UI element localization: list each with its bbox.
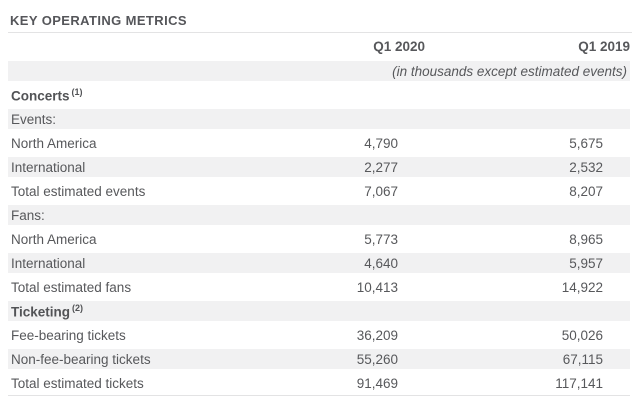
q1-2020-value: 36,209: [356, 327, 398, 343]
q1-2019-value: 117,141: [555, 375, 603, 391]
q1-2020-value: 55,260: [356, 351, 398, 367]
q1-2019-value: 8,207: [569, 183, 603, 199]
q1-2019-value: 50,026: [561, 327, 603, 343]
row-label: International: [11, 255, 86, 271]
subheader-row-fans: Fans:: [8, 203, 630, 227]
row-label: North America: [11, 135, 97, 151]
table-row: International 2,277 2,532: [8, 155, 630, 179]
q1-2020-value: 4,640: [364, 255, 398, 271]
row-label: North America: [11, 231, 97, 247]
q1-2020-value: 7,067: [364, 183, 398, 199]
section-label-text: Ticketing: [11, 304, 71, 320]
q1-2019-value: 5,675: [569, 135, 603, 151]
row-label: Non-fee-bearing tickets: [11, 351, 151, 367]
bottom-divider: [8, 395, 630, 396]
section-row-concerts: Concerts (1): [8, 83, 630, 107]
footnote-ref-2: (2): [72, 302, 84, 313]
section-label: Ticketing (2): [8, 303, 220, 320]
q1-2020-value: 4,790: [364, 135, 398, 151]
q1-2019-value: 67,115: [562, 351, 603, 367]
units-note-row: (in thousands except estimated events): [8, 59, 630, 83]
section-row-ticketing: Ticketing (2): [8, 299, 630, 323]
subheader-row-events: Events:: [8, 107, 630, 131]
row-label: Events:: [11, 111, 57, 127]
page-title: KEY OPERATING METRICS: [10, 13, 187, 28]
table-row-total-events: Total estimated events 7,067 8,207: [8, 179, 630, 203]
row-label: International: [11, 159, 86, 175]
column-header-q1-2019: Q1 2019: [578, 38, 630, 54]
table-row: Non-fee-bearing tickets 55,260 67,115: [8, 347, 630, 371]
q1-2019-value: 2,532: [569, 159, 603, 175]
column-header-q1-2020: Q1 2020: [373, 38, 425, 54]
section-label: Concerts (1): [8, 87, 220, 104]
footnote-ref-1: (1): [71, 86, 83, 97]
q1-2019-value: 8,965: [569, 231, 603, 247]
row-label: Total estimated fans: [11, 279, 132, 295]
q1-2020-value: 10,413: [356, 279, 398, 295]
q1-2020-value: 5,773: [364, 231, 398, 247]
q1-2019-value: 14,922: [561, 279, 603, 295]
row-label: Fans:: [11, 207, 45, 223]
table-row-total-tickets: Total estimated tickets 91,469 117,141: [8, 371, 630, 395]
table-row: International 4,640 5,957: [8, 251, 630, 275]
table-row: Fee-bearing tickets 36,209 50,026: [8, 323, 630, 347]
table-row-total-fans: Total estimated fans 10,413 14,922: [8, 275, 630, 299]
q1-2020-value: 2,277: [364, 159, 398, 175]
table-header-row: Q1 2020 Q1 2019: [8, 33, 630, 59]
row-label: Total estimated events: [11, 183, 146, 199]
table-row: North America 5,773 8,965: [8, 227, 630, 251]
q1-2019-value: 5,957: [569, 255, 603, 271]
row-label: Total estimated tickets: [11, 375, 144, 391]
key-operating-metrics-table: Q1 2020 Q1 2019 (in thousands except est…: [8, 33, 630, 395]
units-note: (in thousands except estimated events): [392, 63, 627, 79]
q1-2020-value: 91,469: [356, 375, 398, 391]
table-row: North America 4,790 5,675: [8, 131, 630, 155]
row-label: Fee-bearing tickets: [11, 327, 126, 343]
section-label-text: Concerts: [11, 88, 70, 104]
title-divider: [8, 32, 632, 33]
